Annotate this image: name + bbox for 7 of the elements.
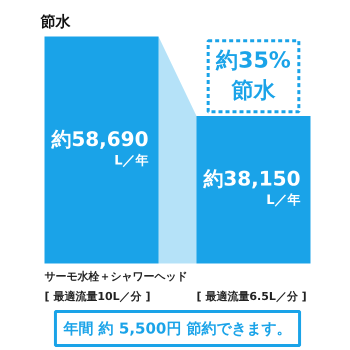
data-label: 約58,690 L／年 [50,127,149,168]
text: 年間 約 5,500円 節約できます。 [62,320,292,338]
x-tick-label: サーモ水栓＋シャワーヘッド [ 最適流量10L／分 ] [44,270,188,303]
x-tick-label: [ 最適流量6.5L／分 ] [196,290,307,303]
data-label: 約38,150 L／年 [202,166,301,208]
chart-title: 節水 [40,12,72,30]
annotation: 約35% 節水 [215,48,291,104]
